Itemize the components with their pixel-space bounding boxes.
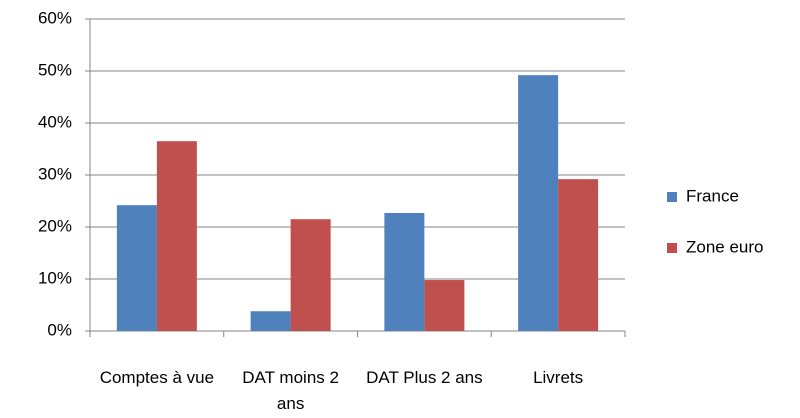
bar [250, 311, 291, 331]
bar [290, 219, 331, 331]
y-tick-label: 50% [38, 60, 72, 79]
x-tick-label: DAT moins 2 ans [242, 368, 339, 413]
y-tick-label: 10% [38, 268, 72, 287]
y-tick-label: 40% [38, 112, 72, 131]
bar [156, 141, 197, 331]
x-tick-label: DAT Plus 2 ans [366, 368, 483, 387]
legend-label: France [686, 186, 739, 205]
bar [558, 179, 599, 331]
legend-label: Zone euro [686, 237, 764, 256]
x-tick-label: Comptes à vue [99, 368, 215, 387]
y-tick-label: 0% [47, 320, 72, 339]
y-tick-label: 20% [38, 216, 72, 235]
bar [384, 212, 425, 331]
bar [424, 280, 465, 331]
y-tick-label: 30% [38, 164, 72, 183]
bar [116, 205, 157, 331]
x-tick-label: Livrets [533, 368, 584, 387]
legend-swatch [667, 192, 677, 202]
legend-swatch [667, 243, 677, 253]
y-tick-label: 60% [38, 8, 72, 27]
bar [518, 75, 559, 331]
